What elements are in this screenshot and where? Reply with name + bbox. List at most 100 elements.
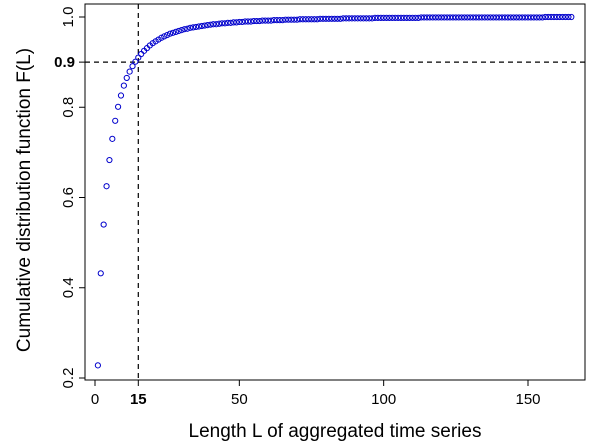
data-point [527,14,534,21]
reference-lines [85,4,585,380]
data-point [490,14,497,21]
data-point [446,14,454,21]
x-tick-label: 50 [231,391,248,408]
data-point [239,18,246,26]
data-point [559,13,566,21]
data-point [123,74,130,82]
data-point [291,16,298,23]
data-point [420,14,428,21]
data-point [455,14,462,21]
data-point [510,14,517,21]
data-point [449,14,457,21]
data-point [397,14,405,21]
data-point [547,13,555,21]
data-point [244,18,252,25]
data-point [363,15,370,22]
data-point [452,14,459,21]
data-point [112,117,119,124]
data-point [319,15,327,22]
data-point [400,14,407,21]
data-point [138,50,145,58]
data-point [181,26,188,33]
data-point [472,14,480,21]
x-axis: 0 50 100 150 15 [91,380,541,408]
data-point [516,14,523,21]
data-point [470,14,477,21]
data-point [322,15,330,22]
data-point [210,21,217,28]
data-point [568,13,575,21]
data-point [325,15,332,22]
data-point [103,183,110,190]
data-point [265,17,272,24]
data-point [273,17,280,24]
data-point [366,15,373,22]
data-point [314,16,321,23]
data-point [250,17,257,25]
data-point [317,15,324,22]
data-point [296,16,304,23]
y-axis-title: Cumulative distribution function F(L) [14,48,35,352]
data-point [267,17,275,24]
plot-frame [84,3,586,381]
data-point [305,16,312,23]
data-point [276,17,283,24]
data-point [519,14,526,21]
data-point [545,13,552,21]
data-point [542,13,549,21]
data-point [504,14,511,21]
data-point [553,13,560,21]
data-point [429,14,436,21]
data-points [94,13,575,369]
data-point [432,14,439,21]
data-point [369,15,376,22]
data-point [556,13,563,21]
data-point [221,20,228,27]
y-tick-label: 0.8 [60,97,77,118]
data-point [218,20,226,27]
data-point [533,14,540,21]
data-point [109,135,116,142]
data-point [328,15,335,22]
y-tick-label: 0.6 [60,187,77,208]
data-point [129,63,136,70]
x-tick-label: 150 [515,391,540,408]
data-point [461,14,468,21]
data-point [166,30,174,37]
data-point [293,16,301,23]
data-point [282,16,289,23]
data-point [216,20,223,27]
data-point [253,17,260,25]
data-point [161,33,168,40]
data-point [192,23,200,31]
data-point [383,14,390,21]
data-point [120,82,127,89]
data-point [458,14,465,21]
data-point [513,14,520,21]
data-point [475,14,483,21]
data-point [415,14,422,21]
data-point [187,24,194,31]
data-point [204,22,211,29]
data-point [354,15,361,22]
data-point [374,14,381,21]
data-point [406,14,413,21]
data-point [201,22,208,29]
data-point [412,14,419,21]
data-point [478,14,485,21]
data-point [507,14,514,21]
data-point [464,14,471,21]
y-tick-label: 0.2 [60,368,77,389]
data-point [498,14,506,21]
data-point [522,14,529,21]
data-point [340,15,347,22]
data-point [308,16,315,23]
data-point [331,15,338,22]
data-point [392,14,399,21]
data-point [550,13,558,21]
data-point [126,68,133,75]
data-point [524,14,532,21]
data-point [132,58,139,65]
data-point [164,31,171,39]
data-point [371,14,379,21]
